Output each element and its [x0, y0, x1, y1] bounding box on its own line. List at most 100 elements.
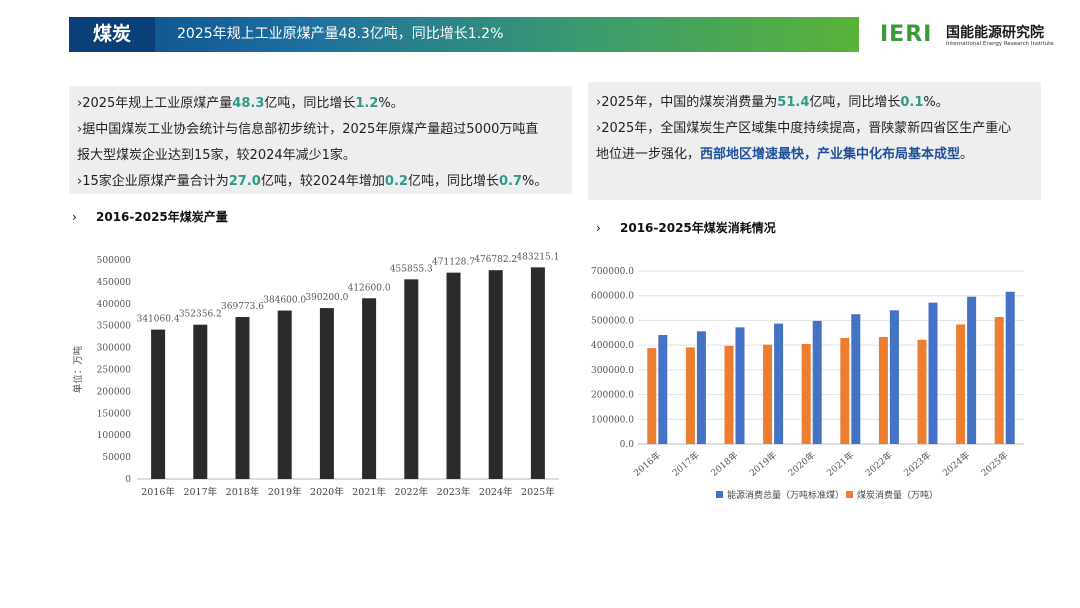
- y-tick-label: 150000: [97, 409, 132, 419]
- bar-coal-consumption: [917, 339, 927, 444]
- y-tick-label: 100000.0: [591, 415, 634, 425]
- bar-energy-consumption: [889, 310, 899, 444]
- y-axis-label: 单位：万吨: [72, 345, 84, 393]
- bar-energy-consumption: [774, 323, 784, 444]
- data-label: 390200.0: [305, 293, 348, 303]
- legend-swatch-energy: [716, 491, 723, 498]
- y-tick-label: 100000: [97, 431, 132, 441]
- bar: [319, 308, 334, 479]
- bar-coal-consumption: [878, 336, 888, 444]
- logo-cn-text: 国能能源研究院: [946, 25, 1044, 41]
- y-tick-label: 600000.0: [591, 292, 634, 302]
- y-tick-label: 400000.0: [591, 341, 634, 351]
- summary-line-6: ›2025年，全国煤炭生产区域集中度持续提高，晋陕蒙新四省区生产重心: [596, 121, 1012, 136]
- bar: [193, 324, 208, 479]
- x-tick-label: 2019年: [268, 486, 302, 498]
- legend-label-coal: 煤炭消费量（万吨）: [857, 489, 938, 501]
- x-tick-label: 2016年: [631, 449, 663, 479]
- x-tick-label: 2018年: [226, 486, 260, 498]
- y-tick-label: 300000: [97, 344, 132, 354]
- x-tick-label: 2021年: [824, 449, 856, 479]
- bar-energy-consumption: [1005, 291, 1015, 444]
- bar-energy-consumption: [967, 296, 977, 444]
- bar: [235, 317, 250, 479]
- section-tag: 煤炭: [69, 17, 155, 52]
- y-tick-label: 300000.0: [591, 366, 634, 376]
- bar-coal-consumption: [956, 324, 966, 444]
- bar: [488, 270, 503, 479]
- y-tick-label: 400000: [97, 300, 132, 310]
- consumption-bar-chart: 0.0 100000.0 200000.0 300000.0 400000.0 50000…: [591, 267, 1024, 501]
- x-tick-label: 2022年: [394, 486, 428, 498]
- x-tick-label: 2022年: [863, 449, 895, 479]
- summary-line-5: ›2025年，中国的煤炭消费量为51.4亿吨，同比增长0.1%。: [596, 95, 949, 110]
- left-summary-panel: ›2025年规上工业原煤产量48.3亿吨，同比增长1.2%。 ›据中国煤炭工业协…: [69, 86, 572, 194]
- bar-energy-consumption: [658, 335, 668, 444]
- bar: [362, 298, 377, 479]
- bar-coal-consumption: [685, 347, 695, 444]
- bar-coal-consumption: [647, 348, 657, 444]
- x-tick-label: 2019年: [747, 449, 779, 479]
- chevron-right-icon: ›: [596, 221, 601, 235]
- bar-energy-consumption: [735, 327, 745, 444]
- x-tick-label: 2024年: [479, 486, 513, 498]
- x-tick-label: 2021年: [352, 486, 386, 498]
- bar: [404, 279, 419, 479]
- production-bar-chart: 0 50000 100000 150000 200000 250000 300000 3500…: [72, 252, 559, 498]
- x-tick-label: 2020年: [785, 449, 817, 479]
- bar-coal-consumption: [801, 343, 811, 444]
- ieri-logo: IERI 国能能源研究院 International Energy Resear…: [880, 20, 1060, 54]
- summary-line-1: ›2025年规上工业原煤产量48.3亿吨，同比增长1.2%。: [77, 96, 404, 111]
- bar: [277, 310, 292, 479]
- right-summary-panel: ›2025年，中国的煤炭消费量为51.4亿吨，同比增长0.1%。 ›2025年，…: [588, 82, 1041, 200]
- y-tick-label: 450000: [97, 278, 132, 288]
- data-label: 483215.1: [516, 252, 559, 262]
- y-tick-label: 200000.0: [591, 391, 634, 401]
- y-tick-label: 500000: [97, 256, 132, 266]
- y-tick-label: 500000.0: [591, 316, 634, 326]
- summary-line-4: ›15家企业原煤产量合计为27.0亿吨，较2024年增加0.2亿吨，同比增长0.…: [77, 174, 548, 189]
- consumption-chart-title: › 2016-2025年煤炭消耗情况: [596, 221, 776, 235]
- summary-line-3: 报大型煤炭企业达到15家，较2024年减少1家。: [77, 148, 356, 163]
- y-tick-label: 0: [125, 475, 131, 485]
- x-tick-label: 2017年: [183, 486, 217, 498]
- summary-line-7: 地位进一步强化，西部地区增速最快，产业集中化布局基本成型。: [596, 147, 974, 162]
- y-tick-label: 700000.0: [591, 267, 634, 277]
- bar-energy-consumption: [928, 302, 938, 444]
- bar-energy-consumption: [851, 314, 861, 444]
- data-label: 341060.4: [137, 315, 180, 325]
- y-tick-label: 0.0: [620, 440, 635, 450]
- legend-swatch-coal: [846, 491, 853, 498]
- x-tick-label: 2017年: [670, 449, 702, 479]
- bar-coal-consumption: [840, 337, 850, 444]
- production-chart-title: › 2016-2025年煤炭产量: [72, 210, 228, 224]
- bar-energy-consumption: [812, 320, 822, 444]
- data-label: 412600.0: [348, 283, 391, 293]
- bar: [151, 329, 166, 479]
- logo-mark: IERI: [880, 22, 933, 47]
- data-label: 476782.2: [474, 255, 517, 265]
- legend-label-energy: 能源消费总量（万吨标准煤）: [727, 489, 844, 501]
- bar: [530, 267, 545, 479]
- data-label: 471128.7: [432, 258, 475, 268]
- x-tick-label: 2016年: [141, 486, 175, 498]
- bar-energy-consumption: [696, 331, 706, 444]
- x-tick-label: 2020年: [310, 486, 344, 498]
- x-tick-label: 2018年: [708, 449, 740, 479]
- x-tick-label: 2025年: [978, 449, 1010, 479]
- y-tick-label: 50000: [102, 453, 131, 463]
- bar-coal-consumption: [724, 345, 734, 444]
- bar: [446, 272, 461, 479]
- x-tick-label: 2023年: [901, 449, 933, 479]
- y-tick-label: 350000: [97, 322, 132, 332]
- y-tick-label: 200000: [97, 387, 132, 397]
- data-label: 352356.2: [179, 310, 222, 320]
- bar-coal-consumption: [994, 316, 1004, 444]
- chevron-right-icon: ›: [72, 210, 77, 224]
- y-tick-label: 250000: [97, 366, 132, 376]
- data-label: 384600.0: [263, 296, 306, 306]
- summary-line-2: ›据中国煤炭工业协会统计与信息部初步统计，2025年原煤产量超过5000万吨直: [77, 122, 539, 137]
- x-tick-label: 2025年: [521, 486, 555, 498]
- x-tick-label: 2024年: [940, 449, 972, 479]
- header-bar: 煤炭 2025年规上工业原煤产量48.3亿吨，同比增长1.2%: [69, 17, 859, 52]
